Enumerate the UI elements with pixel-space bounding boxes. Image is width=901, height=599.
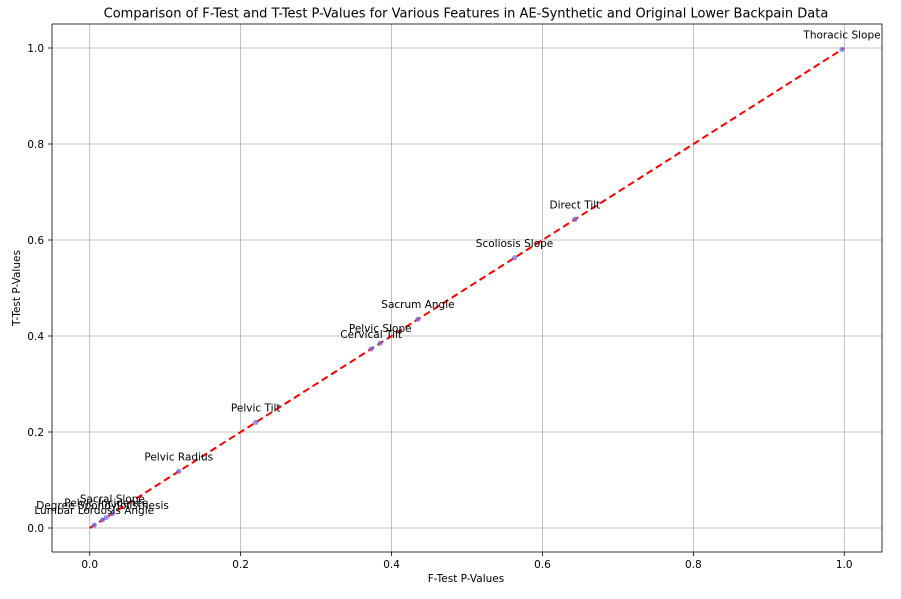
x-tick-label: 0.0 (81, 559, 98, 571)
data-point (572, 216, 578, 222)
x-axis-label: F-Test P-Values (428, 573, 504, 585)
data-point (511, 255, 518, 261)
y-tick-label: 0.4 (27, 331, 44, 343)
x-tick-label: 0.8 (685, 559, 702, 571)
data-point (377, 340, 383, 346)
point-labels-layer: Thoracic Slope Direct Tilt Scoliosis Slope… (34, 29, 880, 517)
data-point (91, 522, 97, 528)
y-tick-label: 0.2 (27, 427, 44, 439)
point-label: Lumbar Lordosis Angle (34, 505, 154, 517)
y-tick-label: 0.8 (27, 139, 44, 151)
reference-line-layer (89, 47, 845, 529)
data-point (109, 510, 115, 517)
point-label: Pelvic Slope (349, 323, 412, 335)
point-label: Pelvic Incidence (64, 497, 148, 509)
y-tick-label: 0.0 (27, 523, 44, 535)
point-label: Cervical Tilt (340, 329, 402, 341)
y-tick-label: 0.6 (27, 235, 44, 247)
grid-layer (52, 24, 882, 552)
data-point (176, 468, 182, 474)
data-point (253, 419, 259, 425)
data-point (415, 316, 421, 322)
point-label: Direct Tilt (549, 199, 600, 211)
point-label: Thoracic Slope (802, 29, 880, 41)
point-label: Sacral Slope (80, 494, 145, 506)
point-label: Degree Spondylolisthesis (36, 500, 169, 512)
plot-frame (51, 23, 883, 553)
y-axis-label: T-Test P-Values (11, 250, 23, 327)
data-point (99, 517, 106, 523)
reference-line (89, 47, 845, 529)
point-label: Pelvic Radius (144, 451, 213, 463)
point-label: Sacrum Angle (381, 299, 454, 311)
point-label: Scoliosis Slope (476, 238, 553, 250)
x-tick-label: 0.6 (534, 559, 551, 571)
x-tick-label: 0.2 (232, 559, 249, 571)
chart-title: Comparison of F-Test and T-Test P-Values… (104, 7, 829, 22)
data-point (839, 46, 845, 53)
x-tick-label: 0.4 (383, 559, 400, 571)
ticks-layer: 0.0 0.2 0.4 0.6 0.8 1.0 0.0 0.2 0.4 0.6 0.8 1.0 (27, 43, 852, 571)
data-point (103, 514, 109, 521)
point-label: Pelvic Tilt (231, 402, 281, 414)
points-layer (91, 46, 845, 528)
x-tick-label: 1.0 (836, 559, 853, 571)
y-tick-label: 1.0 (27, 43, 44, 55)
data-point (368, 346, 374, 352)
